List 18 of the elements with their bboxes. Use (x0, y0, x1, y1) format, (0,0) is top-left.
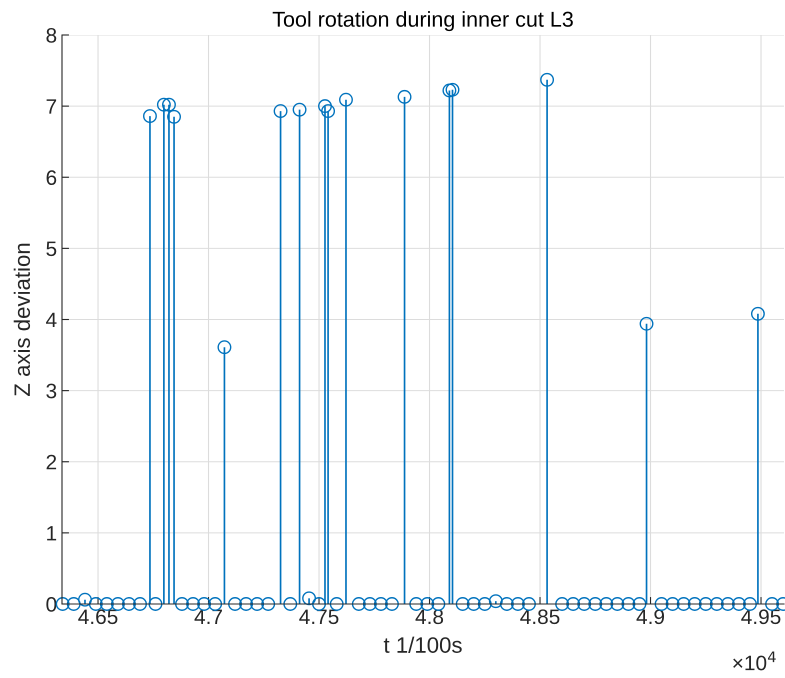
text: ×10$^{4}$ (733, 652, 776, 670)
x-axis-title: t 1/100s (384, 636, 462, 653)
x-tick-label: 4.95 (741, 609, 780, 624)
x-tick-label: 4.8 (416, 609, 444, 624)
x-tick-label: 4.85 (520, 609, 560, 624)
chart-title: Tool rotation during inner cut L3 (272, 11, 573, 32)
y-tick-label: 7 (46, 99, 56, 114)
y-tick-label: 3 (46, 384, 56, 398)
y-axis-title: Z axis deviation (14, 244, 30, 396)
y-tick-label: 6 (46, 170, 56, 186)
y-tick-label: 8 (46, 28, 56, 43)
y-tick-label: 1 (47, 526, 56, 540)
y-tick-label: 2 (46, 454, 56, 470)
y-tick-label: 0 (46, 597, 56, 612)
y-tick-label: 5 (46, 242, 56, 256)
x-tick-label: 4.9 (636, 609, 664, 624)
x-tick-label: 4.65 (78, 609, 118, 624)
y-tick-label: 4 (46, 312, 57, 328)
